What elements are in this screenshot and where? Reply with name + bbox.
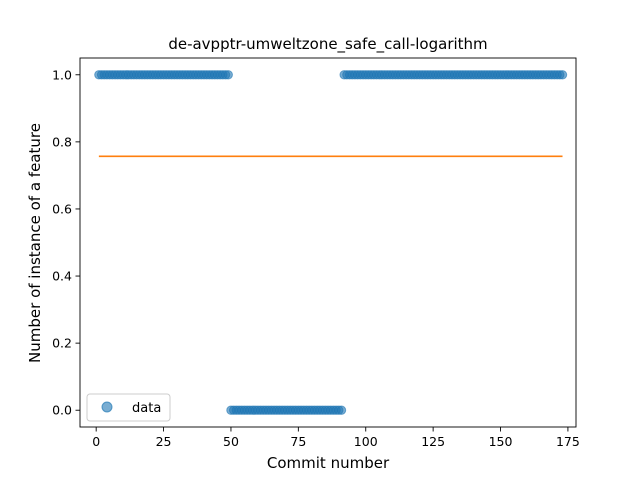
x-tick-label: 100: [354, 434, 378, 449]
y-tick-label: 0.4: [52, 269, 72, 284]
plot-area: [94, 70, 568, 415]
y-tick-label: 0.8: [52, 134, 72, 149]
y-axis: 0.0 0.2 0.4 0.6 0.8 1.0: [52, 67, 80, 418]
legend: data: [86, 393, 171, 422]
x-tick-label: 175: [556, 434, 580, 449]
x-tick-label: 0: [92, 434, 100, 449]
data-point: [557, 70, 568, 80]
legend-marker: [101, 401, 113, 413]
x-axis-label: Commit number: [267, 454, 390, 472]
x-tick-label: 50: [223, 434, 239, 449]
x-tick-label: 25: [156, 434, 172, 449]
x-tick-label: 125: [421, 434, 445, 449]
x-axis: 0 25 50 75 100 125 150 175: [92, 427, 580, 449]
y-tick-label: 1.0: [52, 67, 72, 82]
legend-label-data: data: [132, 401, 161, 416]
data-point: [223, 70, 233, 80]
legend-box: [86, 393, 171, 422]
x-tick-label: 150: [489, 434, 513, 449]
y-tick-label: 0.2: [52, 336, 72, 351]
x-tick-label: 75: [290, 434, 306, 449]
y-tick-label: 0.6: [52, 201, 72, 216]
y-axis-label: Number of instance of a feature: [26, 123, 44, 363]
y-tick-label: 0.0: [52, 403, 72, 418]
chart-title: de-avpptr-umweltzone_safe_call-logarithm: [168, 35, 487, 54]
axes-frame: [79, 57, 577, 428]
data-point: [336, 405, 347, 415]
